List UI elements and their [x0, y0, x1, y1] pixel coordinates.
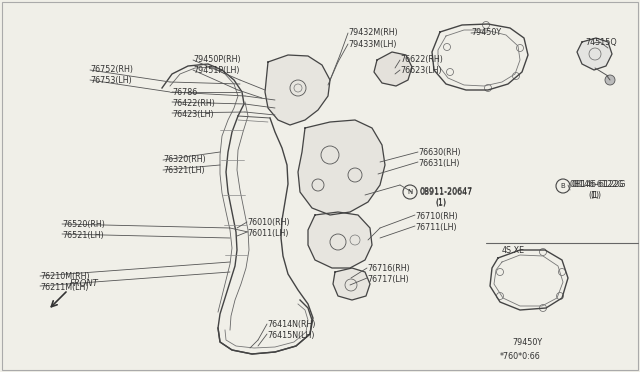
Polygon shape	[265, 55, 330, 125]
Text: B: B	[561, 183, 565, 189]
Text: (1): (1)	[435, 199, 446, 208]
Text: 76753(LH): 76753(LH)	[90, 76, 132, 85]
Text: 76716(RH): 76716(RH)	[367, 264, 410, 273]
Polygon shape	[308, 212, 372, 268]
Text: 79433M(LH): 79433M(LH)	[348, 40, 397, 49]
Text: 76631(LH): 76631(LH)	[418, 159, 460, 168]
Polygon shape	[374, 52, 412, 86]
Text: (1): (1)	[590, 191, 601, 200]
Text: 79450P(RH): 79450P(RH)	[193, 55, 241, 64]
Text: 76010(RH): 76010(RH)	[247, 218, 290, 227]
Text: N: N	[408, 189, 413, 195]
Text: 79451P(LH): 79451P(LH)	[193, 66, 239, 75]
Text: 76623(LH): 76623(LH)	[400, 66, 442, 75]
Text: 76211M(LH): 76211M(LH)	[40, 283, 88, 292]
Text: 76320(RH): 76320(RH)	[163, 155, 205, 164]
Text: 08146-6122G: 08146-6122G	[572, 180, 627, 189]
Text: 76717(LH): 76717(LH)	[367, 275, 409, 284]
Text: 76752(RH): 76752(RH)	[90, 65, 133, 74]
Text: 79450Y: 79450Y	[512, 338, 542, 347]
Text: 76630(RH): 76630(RH)	[418, 148, 461, 157]
Text: 79450Y: 79450Y	[471, 28, 501, 37]
Text: 08911-20647: 08911-20647	[419, 188, 472, 197]
Text: 74515Q: 74515Q	[585, 38, 617, 47]
Text: 76321(LH): 76321(LH)	[163, 166, 205, 175]
Text: FRONT: FRONT	[70, 279, 99, 288]
Text: 76423(LH): 76423(LH)	[172, 110, 214, 119]
Text: *760*0:66: *760*0:66	[500, 352, 541, 361]
Text: 76520(RH): 76520(RH)	[62, 220, 105, 229]
Text: 76414N(RH): 76414N(RH)	[267, 320, 316, 329]
Text: 08146-6122G: 08146-6122G	[570, 180, 625, 189]
Text: 76786: 76786	[172, 88, 197, 97]
Text: 76711(LH): 76711(LH)	[415, 223, 456, 232]
Text: 79432M(RH): 79432M(RH)	[348, 28, 397, 37]
Polygon shape	[298, 120, 385, 215]
Polygon shape	[577, 38, 612, 70]
Text: 76422(RH): 76422(RH)	[172, 99, 215, 108]
Circle shape	[605, 75, 615, 85]
Text: 76210M(RH): 76210M(RH)	[40, 272, 90, 281]
Text: (1): (1)	[588, 191, 599, 200]
Text: 76011(LH): 76011(LH)	[247, 229, 289, 238]
Text: 08911-20647: 08911-20647	[420, 187, 473, 196]
Text: 76622(RH): 76622(RH)	[400, 55, 443, 64]
Text: (1): (1)	[435, 198, 446, 207]
Text: 76521(LH): 76521(LH)	[62, 231, 104, 240]
Text: 76710(RH): 76710(RH)	[415, 212, 458, 221]
Polygon shape	[333, 268, 370, 300]
Text: 4S.XE: 4S.XE	[502, 246, 525, 255]
Text: 76415N(LH): 76415N(LH)	[267, 331, 314, 340]
